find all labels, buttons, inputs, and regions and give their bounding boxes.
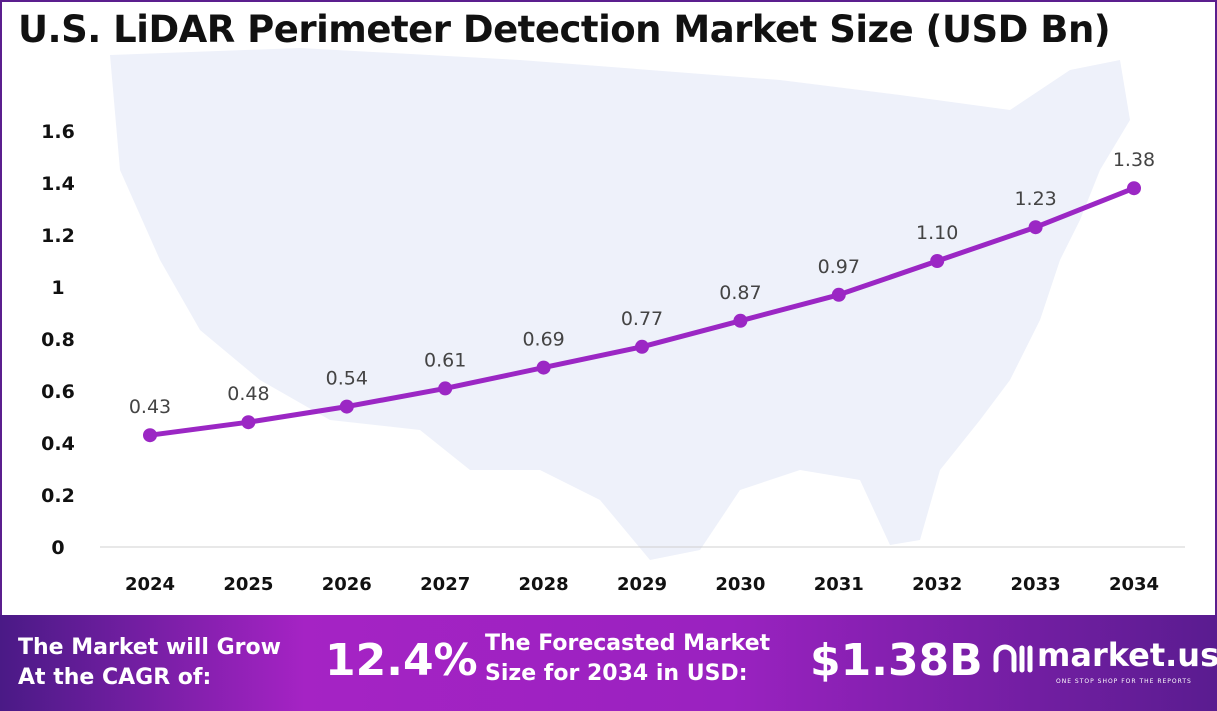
y-tick-label: 0.4 (41, 433, 75, 455)
x-tick-label: 2027 (420, 574, 470, 595)
market-us-logo: market.us ONE STOP SHOP FOR THE REPORTS (992, 636, 1217, 685)
y-tick-label: 1.4 (41, 173, 75, 195)
cagr-label: The Market will Grow At the CAGR of: (18, 635, 281, 690)
x-tick-label: 2033 (1011, 574, 1061, 595)
x-tick-label: 2029 (617, 574, 667, 595)
forecast-label: The Forecasted Market Size for 2034 in US… (485, 631, 771, 686)
x-tick-label: 2034 (1109, 574, 1159, 595)
x-tick-label: 2025 (223, 574, 273, 595)
data-point (831, 287, 846, 302)
data-label: 1.10 (916, 222, 958, 244)
x-tick-label: 2026 (322, 574, 372, 595)
data-label: 0.54 (326, 368, 368, 390)
chart-title: U.S. LiDAR Perimeter Detection Market Si… (18, 8, 1111, 51)
data-label: 0.87 (719, 282, 761, 304)
y-tick-label: 0.6 (41, 381, 75, 403)
data-label: 0.97 (818, 256, 860, 278)
data-label: 0.61 (424, 349, 466, 371)
y-tick-label: 1.2 (41, 225, 75, 247)
data-label: 0.69 (522, 329, 564, 351)
us-map-background (110, 48, 1130, 560)
y-tick-label: 0.2 (41, 485, 75, 507)
data-label: 0.77 (621, 308, 663, 330)
data-label: 0.48 (227, 383, 269, 405)
data-point (241, 415, 256, 430)
y-tick-label: 0.8 (41, 329, 75, 351)
data-point (635, 339, 649, 354)
data-point (438, 381, 453, 396)
logo-icon (993, 644, 1033, 673)
line-chart: 0 0.2 0.4 0.6 0.8 1 1.2 1.4 1.6 2024 2025 2026 2027 2… (41, 48, 1185, 595)
x-tick-label: 2032 (912, 574, 962, 595)
data-label: 1.38 (1113, 149, 1155, 171)
x-tick-label: 2030 (715, 574, 765, 595)
data-point (536, 360, 551, 375)
forecast-value: $1.38B (810, 635, 983, 686)
data-point (1127, 181, 1141, 196)
y-tick-label: 1.6 (41, 121, 75, 143)
data-point (143, 428, 157, 443)
data-label: 1.23 (1014, 188, 1056, 210)
y-tick-label: 0 (51, 537, 64, 559)
data-point (339, 399, 354, 414)
x-tick-label: 2028 (519, 574, 569, 595)
footer-banner: The Market will Grow At the CAGR of: 12.4… (0, 615, 1217, 711)
y-tick-label: 1 (51, 277, 64, 299)
x-tick-label: 2031 (814, 574, 864, 595)
data-label: 0.43 (129, 396, 171, 418)
data-point (733, 313, 748, 328)
data-point (1028, 220, 1043, 235)
cagr-value: 12.4% (325, 635, 478, 686)
data-point (930, 254, 945, 268)
x-tick-label: 2024 (125, 574, 175, 595)
